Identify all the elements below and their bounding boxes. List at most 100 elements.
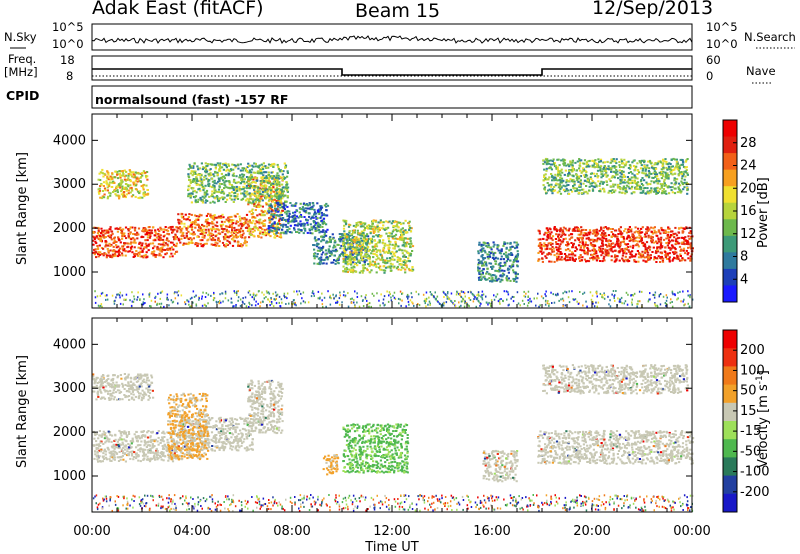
power-cell — [537, 245, 540, 247]
power-cell — [545, 227, 549, 230]
power-cell — [258, 194, 261, 197]
power-cell — [583, 258, 586, 261]
power-cell — [237, 167, 240, 170]
power-cell — [372, 232, 375, 234]
power-cell — [188, 194, 191, 197]
power-cell — [641, 250, 644, 253]
power-cell — [490, 274, 493, 277]
power-cell — [650, 230, 653, 233]
power-cell — [231, 163, 234, 166]
power-cell — [499, 249, 502, 252]
power-cell — [105, 243, 108, 246]
power-cell — [538, 250, 541, 253]
power-cell — [673, 256, 676, 259]
power-cell — [564, 233, 567, 236]
power-cell — [320, 215, 323, 218]
power-cell — [117, 195, 120, 198]
power-cell — [361, 234, 364, 237]
power-cell — [227, 164, 231, 167]
power-cell — [293, 218, 296, 221]
power-cell — [342, 243, 345, 246]
power-cell — [272, 180, 275, 183]
power-cell — [125, 237, 128, 240]
power-cell — [241, 169, 244, 172]
power-cell — [404, 229, 407, 232]
power-cell — [247, 220, 250, 223]
power-cell — [670, 230, 673, 233]
power-cell — [98, 230, 101, 233]
freq-trace — [92, 68, 692, 76]
power-cell — [492, 254, 495, 257]
power-cell — [636, 250, 639, 252]
power-cell — [516, 246, 519, 249]
power-cell — [365, 267, 368, 270]
power-cell — [323, 258, 326, 261]
power-cell — [176, 230, 179, 233]
power-cell — [259, 204, 262, 207]
power-cell — [349, 245, 352, 248]
power-cell — [267, 171, 270, 174]
power-cell — [678, 165, 681, 168]
power-cell — [208, 222, 211, 225]
power-cell — [260, 171, 263, 174]
power-cell — [264, 219, 267, 222]
power-cell — [640, 191, 644, 194]
power-cell — [686, 158, 689, 160]
power-cell — [251, 164, 254, 167]
power-cell — [187, 175, 190, 178]
power-cell — [235, 185, 238, 188]
power-cell — [341, 236, 344, 239]
power-cell — [498, 268, 501, 271]
power-cell — [279, 206, 282, 209]
power-cell — [671, 165, 674, 168]
power-cell — [628, 239, 631, 242]
power-cell — [278, 226, 281, 229]
power-cell — [197, 173, 200, 175]
power-cell — [568, 165, 571, 168]
power-cell — [138, 192, 141, 194]
power-cell — [293, 228, 296, 231]
power-cell — [342, 238, 345, 241]
power-cell — [319, 246, 322, 249]
power-cell — [230, 215, 233, 218]
power-cell — [605, 180, 608, 183]
power-cell — [273, 205, 277, 208]
power-cell — [591, 189, 595, 192]
power-cell — [687, 257, 690, 260]
power-cell — [235, 236, 238, 239]
power-cell — [252, 216, 255, 218]
power-cell — [397, 221, 400, 224]
power-cell — [355, 223, 358, 226]
power-cell — [123, 178, 126, 181]
power-cell — [653, 226, 656, 229]
power-cell — [120, 188, 123, 191]
power-cell — [225, 242, 228, 245]
power-cell — [408, 229, 411, 231]
power-cell — [646, 164, 649, 167]
power-cell — [362, 233, 365, 236]
power-cell — [510, 252, 513, 254]
power-cell — [151, 251, 154, 253]
power-cell — [178, 219, 181, 221]
power-cell — [124, 226, 128, 229]
power-cell — [504, 254, 507, 257]
power-cell — [125, 186, 128, 189]
power-cell — [363, 240, 366, 243]
power-cell — [667, 252, 670, 255]
power-cell — [343, 247, 346, 250]
power-cell — [201, 239, 204, 242]
power-cell — [259, 230, 262, 233]
power-cell — [494, 269, 497, 272]
power-cell — [301, 208, 304, 211]
power-cell — [664, 251, 667, 253]
power-cell — [106, 189, 109, 192]
power-cell — [588, 181, 591, 184]
power-cell — [136, 237, 139, 240]
power-cell — [579, 236, 582, 239]
power-cell — [640, 227, 643, 230]
power-cell — [368, 248, 371, 251]
power-cell — [260, 236, 263, 239]
power-cell — [569, 178, 572, 181]
power-cell — [167, 247, 170, 250]
power-cell — [347, 243, 350, 246]
